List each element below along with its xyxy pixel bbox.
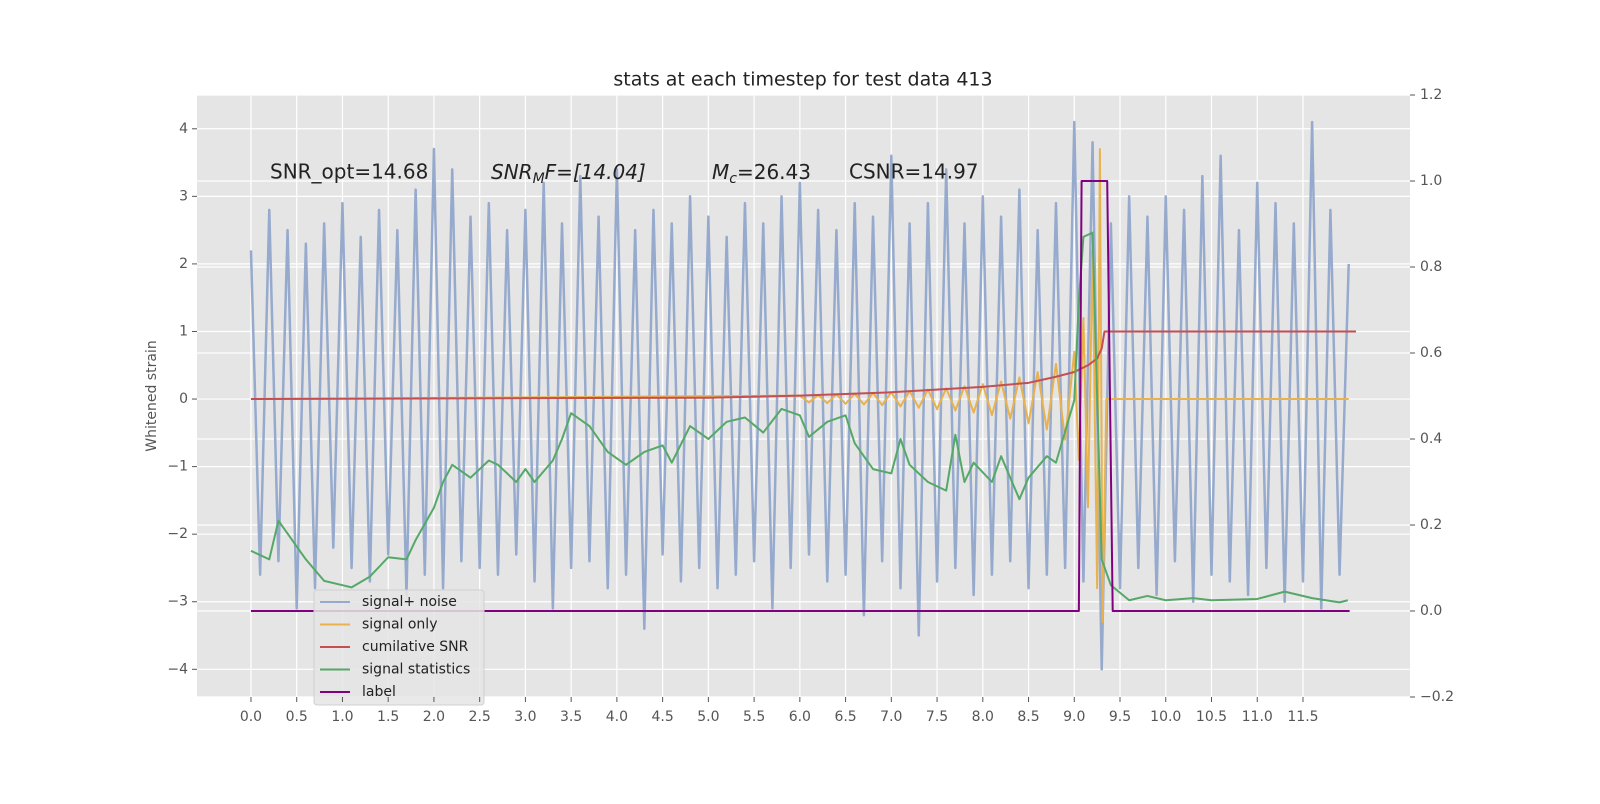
chart-title: stats at each timestep for test data 413: [613, 69, 992, 91]
x-tick-label: 5.5: [743, 709, 765, 725]
annotation: SNR_opt=14.68: [270, 160, 428, 184]
annotation: Mc=26.43: [712, 160, 811, 188]
y2-tick-label: −0.2: [1420, 689, 1454, 705]
legend-box: [313, 589, 485, 706]
y-tick-label: 0: [179, 391, 188, 407]
x-tick-label: 3.5: [560, 709, 582, 725]
annotation-symbol: SNR: [491, 160, 533, 184]
legend-label: label: [362, 684, 396, 700]
legend: signal+ noise signal only cumilative SNR si…: [313, 589, 485, 706]
annotation-text: F=[14.04]: [545, 160, 646, 184]
x-tick-label: 1.5: [377, 709, 399, 725]
x-tick-label: 2.5: [469, 709, 491, 725]
y2-tick-label: 1.2: [1420, 87, 1442, 103]
x-tick-label: 8.5: [1017, 709, 1039, 725]
y-tick-label: 2: [179, 256, 188, 272]
x-tick-label: 6.0: [789, 709, 811, 725]
legend-label: signal+ noise: [362, 594, 457, 610]
series-line: [250, 148, 1349, 623]
legend-label: cumilative SNR: [362, 639, 469, 655]
lines: [249, 120, 1357, 671]
y-tick-label: 1: [179, 323, 188, 339]
y-tick-label: −1: [167, 459, 188, 475]
annotation: CSNR=14.97: [849, 160, 979, 184]
y2-tick-label: 0.0: [1420, 603, 1442, 619]
y-tick-label: −4: [167, 661, 188, 677]
y2-tick-label: 0.4: [1420, 431, 1442, 447]
x-tick-label: 6.5: [834, 709, 856, 725]
x-tick-label: 11.0: [1242, 709, 1273, 725]
x-tick-label: 0.5: [286, 709, 308, 725]
x-tick-label: 10.5: [1196, 709, 1227, 725]
annotation-sub: M: [533, 171, 545, 187]
y-tick-label: −2: [167, 526, 188, 542]
y2-tick-label: 0.2: [1420, 517, 1442, 533]
x-tick-label: 8.0: [972, 709, 994, 725]
series-line: [249, 120, 1350, 671]
x-tick-label: 9.5: [1109, 709, 1131, 725]
series-line: [250, 231, 1349, 604]
y-tick-label: 3: [179, 188, 188, 204]
y-tick-label: 4: [179, 121, 188, 137]
annotation-sub: c: [729, 171, 737, 187]
x-tick-label: 2.0: [423, 709, 445, 725]
annotation-text: =26.43: [737, 160, 811, 184]
x-tick-label: 1.0: [331, 709, 353, 725]
x-tick-label: 0.0: [240, 709, 262, 725]
y-axis-label: Whitened strain: [144, 340, 160, 451]
x-tick-label: 10.0: [1150, 709, 1181, 725]
legend-label: signal only: [362, 617, 437, 633]
x-tick-label: 4.5: [651, 709, 673, 725]
x-tick-label: 5.0: [697, 709, 719, 725]
x-tick-label: 7.5: [926, 709, 948, 725]
annotation-symbol: M: [712, 160, 729, 184]
y2-tick-label: 0.6: [1420, 345, 1442, 361]
y2-tick-label: 1.0: [1420, 173, 1442, 189]
x-tick-label: 7.0: [880, 709, 902, 725]
x-tick-label: 11.5: [1287, 709, 1318, 725]
legend-label: signal statistics: [362, 662, 470, 678]
y-tick-label: −3: [167, 594, 188, 610]
y2-tick-label: 0.8: [1420, 259, 1442, 275]
x-tick-label: 9.0: [1063, 709, 1085, 725]
annotation: SNRMF=[14.04]: [491, 160, 646, 188]
series-line: [250, 180, 1350, 612]
x-tick-label: 4.0: [606, 709, 628, 725]
series-line: [250, 330, 1357, 401]
x-tick-label: 3.0: [514, 709, 536, 725]
